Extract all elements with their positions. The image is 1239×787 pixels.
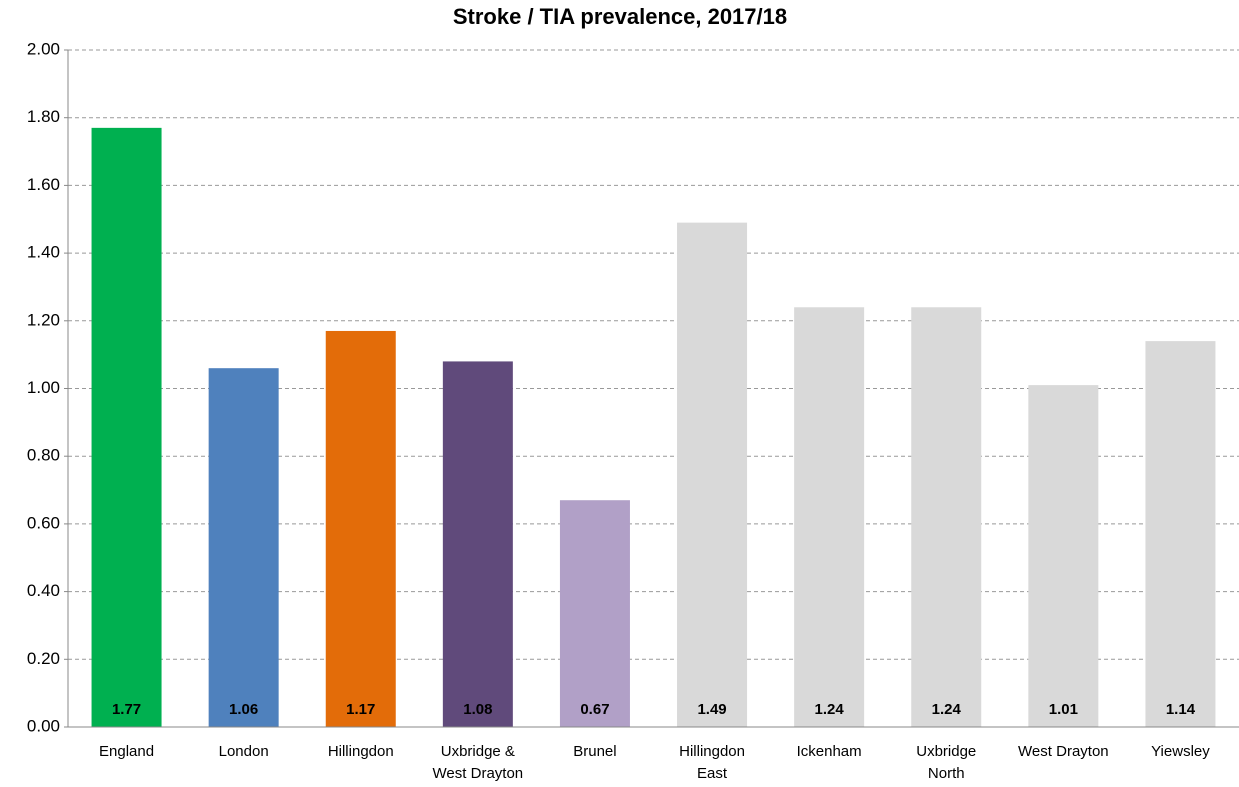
bar	[208, 368, 279, 727]
x-tick-label: Brunel	[573, 743, 617, 760]
data-label: 1.14	[1166, 701, 1196, 718]
x-tick-label: Hillingdon East	[679, 743, 745, 782]
data-label: 1.06	[229, 701, 258, 718]
bar	[1145, 341, 1216, 727]
data-label: 1.24	[815, 701, 845, 718]
x-tick-label: Uxbridge & West Drayton	[432, 743, 524, 782]
bar	[677, 222, 748, 727]
y-tick-label: 0.40	[27, 581, 60, 600]
bar	[91, 127, 162, 728]
x-tick-label: Yiewsley	[1151, 743, 1210, 760]
data-label: 0.67	[580, 701, 609, 718]
data-label: 1.77	[112, 701, 141, 718]
data-label: 1.17	[346, 701, 375, 718]
data-label: 1.08	[463, 701, 492, 718]
x-tick-label: England	[99, 743, 155, 760]
y-tick-label: 0.60	[27, 513, 60, 532]
x-tick-label: Ickenham	[796, 743, 862, 760]
bar	[559, 500, 630, 727]
chart-title: Stroke / TIA prevalence, 2017/18	[453, 4, 787, 29]
y-tick-label: 1.60	[27, 175, 60, 194]
data-label: 1.49	[697, 701, 726, 718]
y-tick-label: 1.40	[27, 243, 60, 262]
bar	[794, 307, 865, 727]
bar	[1028, 385, 1099, 727]
x-tick-label: Uxbridge North	[916, 743, 977, 782]
x-tick-label: West Drayton	[1018, 743, 1109, 760]
y-tick-label: 0.00	[27, 716, 60, 735]
data-label: 1.01	[1049, 701, 1078, 718]
y-tick-label: 2.00	[27, 39, 60, 58]
bar	[325, 330, 396, 727]
y-tick-label: 0.20	[27, 649, 60, 668]
y-tick-label: 0.80	[27, 446, 60, 465]
y-tick-label: 1.00	[27, 378, 60, 397]
x-tick-label: Hillingdon	[327, 743, 394, 760]
bar	[442, 361, 513, 727]
bar	[911, 307, 982, 727]
data-label: 1.24	[932, 701, 962, 718]
y-tick-label: 1.80	[27, 107, 60, 126]
y-tick-label: 1.20	[27, 310, 60, 329]
x-tick-label: London	[218, 743, 269, 760]
